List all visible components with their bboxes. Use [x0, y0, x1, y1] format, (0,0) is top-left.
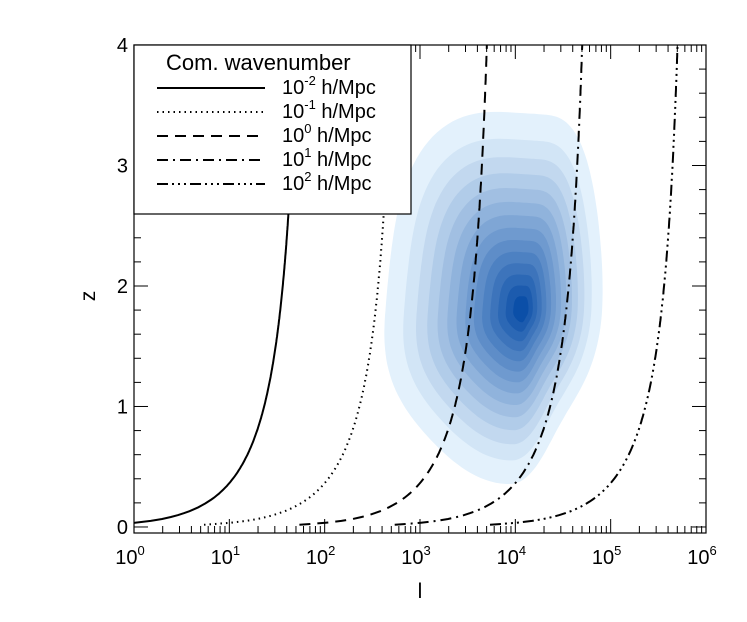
y-tick-label: 3	[117, 155, 128, 177]
y-tick-label: 1	[117, 396, 128, 418]
legend-box	[133, 44, 412, 215]
curve-k-5	[489, 45, 679, 526]
x-tick-label: 105	[592, 543, 621, 569]
x-tick-label: 103	[401, 543, 430, 569]
x-tick-label: 101	[211, 543, 240, 569]
curve-k-4	[394, 45, 584, 526]
y-tick-label: 2	[117, 276, 128, 298]
y-axis-title: z	[77, 291, 100, 302]
x-tick-label: 106	[687, 543, 716, 569]
density-contours	[384, 111, 603, 485]
legend-label-5: 102 h/Mpc	[282, 169, 372, 195]
legend-label-3: 100 h/Mpc	[282, 121, 372, 147]
curve-k-3	[299, 45, 488, 526]
x-tick-label: 100	[115, 543, 144, 569]
x-tick-label: 102	[306, 543, 335, 569]
tick-labels: 100 101 102 103 104 105 106 0 1 2 3 4	[115, 35, 716, 569]
density-contour-level-14	[513, 296, 529, 323]
y-tick-label: 0	[117, 517, 128, 539]
y-tick-label: 4	[117, 35, 128, 57]
legend-title: Com. wavenumber	[166, 50, 351, 75]
legend-label-2: 10-1 h/Mpc	[282, 97, 376, 123]
legend-label-1: 10-2 h/Mpc	[282, 73, 376, 99]
legend-label-4: 101 h/Mpc	[282, 145, 372, 171]
x-tick-label: 104	[497, 543, 526, 569]
x-axis-title: l	[418, 580, 423, 603]
